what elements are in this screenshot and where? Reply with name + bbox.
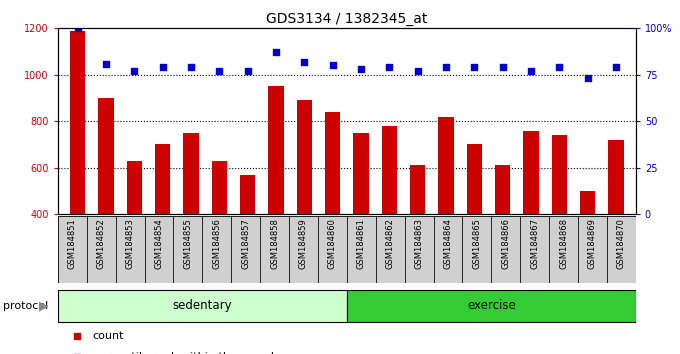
Text: GSM184858: GSM184858 (270, 218, 279, 269)
Point (327, 63, 338, 68)
Title: GDS3134 / 1382345_at: GDS3134 / 1382345_at (266, 12, 428, 26)
Bar (98, 98, 114, 214)
Text: GSM184856: GSM184856 (212, 218, 221, 269)
Bar (173, 216, 203, 283)
Bar (580, 191, 596, 214)
Bar (462, 216, 492, 283)
Bar (318, 216, 347, 283)
Text: GSM184866: GSM184866 (501, 218, 510, 269)
Point (356, 67, 367, 72)
Text: exercise: exercise (467, 299, 515, 312)
Bar (58, 290, 347, 322)
Bar (492, 216, 520, 283)
Text: GSM184870: GSM184870 (617, 218, 626, 269)
Bar (551, 135, 567, 214)
Bar (87, 216, 116, 283)
Bar (381, 126, 397, 214)
Point (582, 76, 593, 81)
Bar (608, 140, 624, 214)
Point (497, 64, 508, 70)
Point (441, 64, 452, 70)
Text: ▶: ▶ (39, 300, 49, 313)
Text: percentile rank within the sample: percentile rank within the sample (93, 352, 281, 354)
Text: GSM184851: GSM184851 (68, 218, 77, 269)
Text: GSM184852: GSM184852 (97, 218, 105, 269)
Point (129, 68, 140, 74)
Text: protocol: protocol (3, 301, 49, 311)
Text: GSM184855: GSM184855 (184, 218, 192, 269)
Point (101, 61, 112, 67)
Text: GSM184862: GSM184862 (386, 218, 394, 269)
Point (412, 68, 423, 74)
Point (271, 50, 282, 55)
Point (214, 68, 225, 74)
Point (611, 64, 622, 70)
Text: count: count (93, 331, 124, 341)
Bar (434, 216, 462, 283)
Text: GSM184860: GSM184860 (328, 218, 337, 269)
Text: GSM184869: GSM184869 (588, 218, 597, 269)
Text: GSM184853: GSM184853 (126, 218, 135, 269)
Bar (325, 112, 341, 214)
Bar (296, 100, 312, 214)
Bar (578, 216, 607, 283)
Text: GSM184857: GSM184857 (241, 218, 250, 269)
Bar (405, 216, 434, 283)
Bar (203, 216, 231, 283)
Text: GSM184865: GSM184865 (473, 218, 481, 269)
Bar (347, 216, 376, 283)
Bar (466, 144, 482, 214)
Bar (126, 161, 142, 214)
Bar (211, 161, 227, 214)
Text: GSM184861: GSM184861 (357, 218, 366, 269)
Point (384, 64, 395, 70)
Point (469, 64, 480, 70)
Bar (347, 290, 636, 322)
Bar (116, 216, 145, 283)
Bar (495, 165, 511, 214)
Bar (183, 133, 199, 214)
Bar (58, 216, 87, 283)
Bar (549, 216, 578, 283)
Point (242, 68, 253, 74)
Bar (145, 216, 173, 283)
Bar (523, 131, 539, 214)
Bar (240, 175, 256, 214)
Point (72, 25, 83, 31)
Bar (70, 31, 86, 214)
Point (526, 68, 537, 74)
Point (157, 64, 168, 70)
Text: GSM184859: GSM184859 (299, 218, 308, 269)
Bar (607, 216, 636, 283)
Bar (289, 216, 318, 283)
Text: GSM184854: GSM184854 (154, 218, 163, 269)
Point (186, 64, 197, 70)
Bar (268, 86, 284, 214)
Bar (155, 144, 171, 214)
Bar (353, 133, 369, 214)
Point (299, 59, 310, 64)
Bar (438, 116, 454, 214)
Text: GSM184863: GSM184863 (415, 218, 424, 269)
Bar (376, 216, 405, 283)
Text: sedentary: sedentary (173, 299, 232, 312)
Bar (520, 216, 549, 283)
Text: GSM184867: GSM184867 (530, 218, 539, 269)
Bar (410, 165, 426, 214)
Text: GSM184864: GSM184864 (443, 218, 452, 269)
Point (554, 64, 565, 70)
Bar (260, 216, 289, 283)
Bar (231, 216, 260, 283)
Text: GSM184868: GSM184868 (559, 218, 568, 269)
